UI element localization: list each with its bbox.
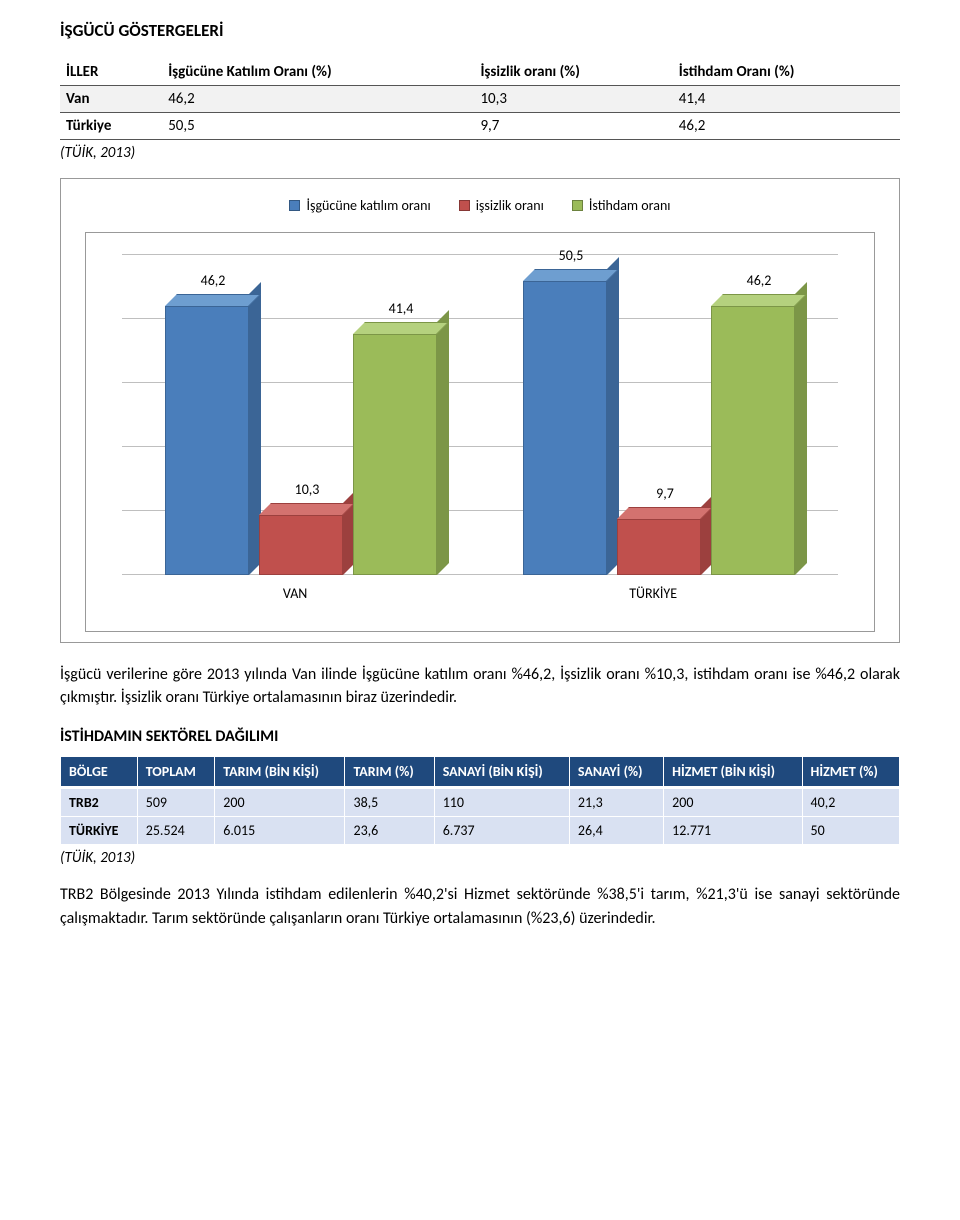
xaxis-label: TÜRKİYE — [629, 585, 677, 602]
th-istihdam: İstihdam Oranı (%) — [673, 59, 900, 86]
table2-cell: 21,3 — [569, 788, 663, 817]
table2-source: (TÜİK, 2013) — [60, 849, 900, 867]
table1-cell: 41,4 — [673, 86, 900, 113]
chart-bar: 50,5 — [523, 281, 607, 575]
bar-label: 41,4 — [353, 300, 449, 317]
labor-chart: İşgücüne katılım oranı işsizlik oranı İsti… — [60, 178, 900, 643]
legend-swatch — [459, 200, 470, 211]
th2-sanayi-kisi: SANAYİ (BİN KİŞİ) — [434, 757, 569, 788]
legend-label: İstihdam oranı — [589, 197, 671, 214]
chart-bar: 46,2 — [711, 306, 795, 575]
th2-tarim-kisi: TARIM (BİN KİŞİ) — [215, 757, 345, 788]
table2-cell: 40,2 — [802, 788, 899, 817]
th-katilim: İşgücüne Katılım Oranı (%) — [162, 59, 474, 86]
chart-group: 46,210,341,4 — [165, 255, 437, 575]
th2-bolge: BÖLGE — [61, 757, 138, 788]
table2-cell: 509 — [137, 788, 215, 817]
bar-label: 10,3 — [259, 481, 355, 498]
th2-hizmet-pct: HİZMET (%) — [802, 757, 899, 788]
legend-item: İstihdam oranı — [572, 197, 671, 214]
table2-cell: 6.737 — [434, 817, 569, 845]
legend-label: işsizlik oranı — [476, 197, 544, 214]
legend-swatch — [289, 200, 300, 211]
th2-sanayi-pct: SANAYİ (%) — [569, 757, 663, 788]
table1-cell: Van — [60, 86, 162, 113]
table1-cell: 50,5 — [162, 113, 474, 140]
table1-cell: 10,3 — [474, 86, 672, 113]
th-iller: İLLER — [60, 59, 162, 86]
bar-label: 50,5 — [523, 247, 619, 264]
table2-cell: 6.015 — [215, 817, 345, 845]
xaxis-label: VAN — [283, 585, 307, 602]
table2-cell: 26,4 — [569, 817, 663, 845]
chart-bar: 9,7 — [617, 519, 701, 575]
legend-label: İşgücüne katılım oranı — [306, 197, 430, 214]
section-heading: İŞGÜCÜ GÖSTERGELERİ — [60, 20, 900, 41]
table2-cell: 25.524 — [137, 817, 215, 845]
th2-tarim-pct: TARIM (%) — [345, 757, 434, 788]
section-heading-2: İSTİHDAMIN SEKTÖREL DAĞILIMI — [60, 727, 900, 746]
legend-item: İşgücüne katılım oranı — [289, 197, 430, 214]
table2-cell: TÜRKİYE — [61, 817, 138, 845]
table1-source: (TÜİK, 2013) — [60, 144, 900, 162]
chart-bar: 46,2 — [165, 306, 249, 575]
chart-bar: 10,3 — [259, 515, 343, 575]
para-labor: İşgücü verilerine göre 2013 yılında Van … — [60, 663, 900, 709]
table1-cell: 9,7 — [474, 113, 672, 140]
table2-cell: 110 — [434, 788, 569, 817]
para-sector: TRB2 Bölgesinde 2013 Yılında istihdam ed… — [60, 883, 900, 929]
sector-distribution-table: BÖLGE TOPLAM TARIM (BİN KİŞİ) TARIM (%) … — [60, 756, 900, 845]
legend-item: işsizlik oranı — [459, 197, 544, 214]
table1-cell: Türkiye — [60, 113, 162, 140]
bar-label: 46,2 — [711, 272, 807, 289]
table2-cell: 38,5 — [345, 788, 434, 817]
bar-label: 46,2 — [165, 272, 261, 289]
legend-swatch — [572, 200, 583, 211]
chart-bar: 41,4 — [353, 334, 437, 575]
table1-cell: 46,2 — [162, 86, 474, 113]
table1-cell: 46,2 — [673, 113, 900, 140]
table2-cell: TRB2 — [61, 788, 138, 817]
th-issizlik: İşsizlik oranı (%) — [474, 59, 672, 86]
th2-hizmet-kisi: HİZMET (BİN KİŞİ) — [664, 757, 802, 788]
table2-cell: 50 — [802, 817, 899, 845]
table2-cell: 200 — [664, 788, 802, 817]
bar-label: 9,7 — [617, 485, 713, 502]
labor-indicators-table: İLLER İşgücüne Katılım Oranı (%) İşsizli… — [60, 59, 900, 140]
table2-cell: 12.771 — [664, 817, 802, 845]
th2-toplam: TOPLAM — [137, 757, 215, 788]
chart-group: 50,59,746,2 — [523, 255, 795, 575]
table2-cell: 200 — [215, 788, 345, 817]
table2-cell: 23,6 — [345, 817, 434, 845]
